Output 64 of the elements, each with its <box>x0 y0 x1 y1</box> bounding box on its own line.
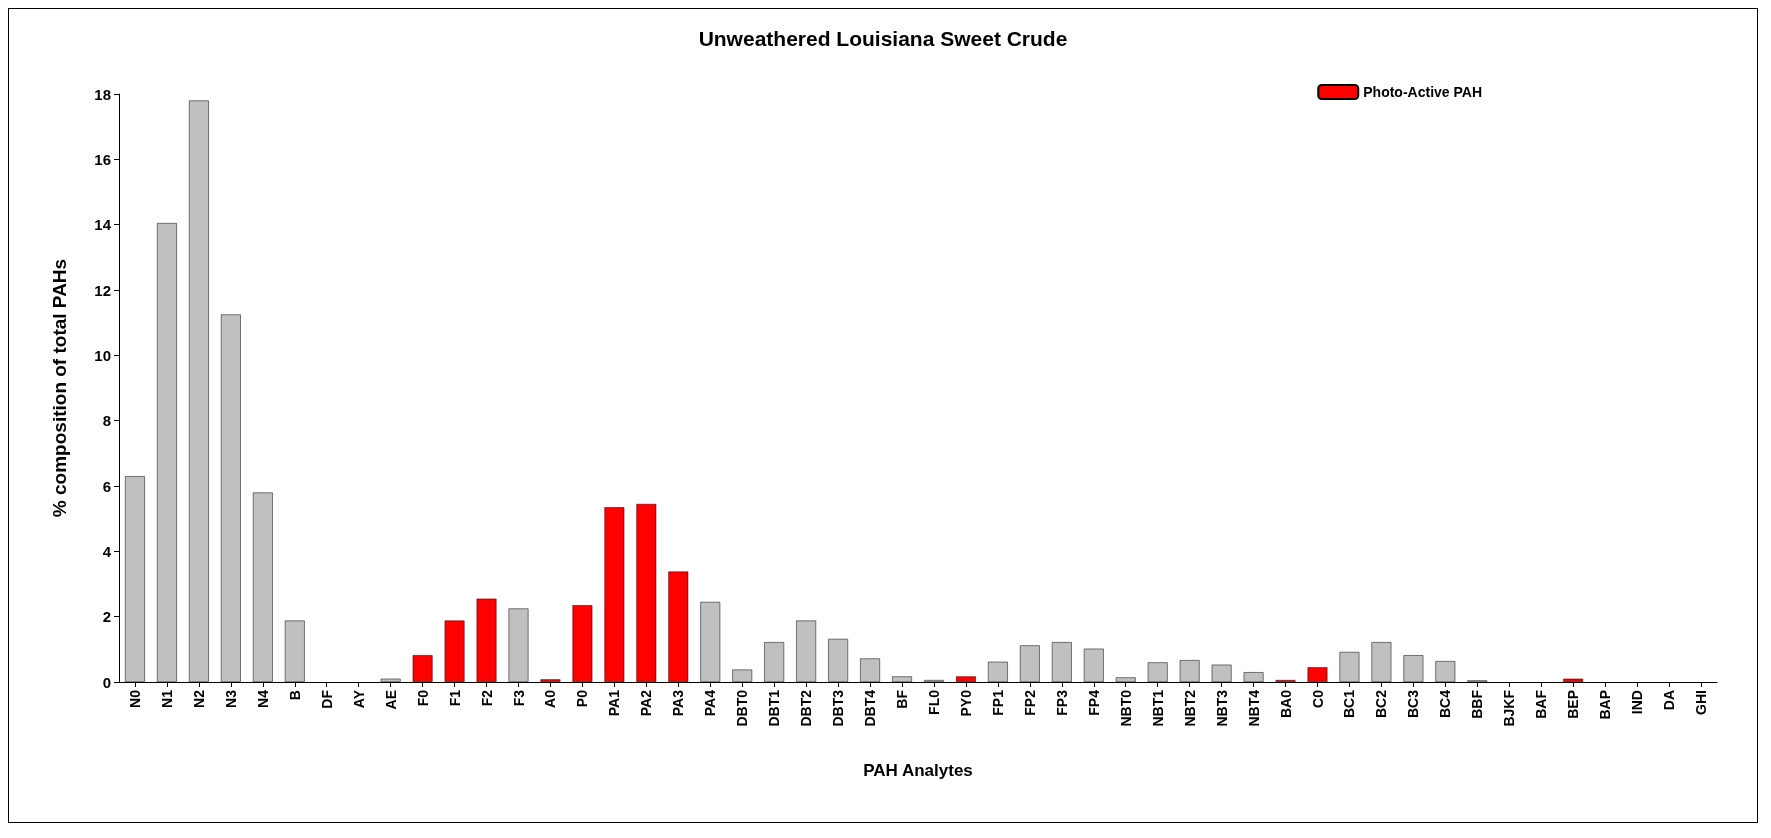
x-tick-label: FP1 <box>989 689 1006 716</box>
x-tick-label: PA1 <box>606 689 623 717</box>
x-tick-label: B <box>286 690 303 701</box>
x-tick-label: BF <box>894 689 911 709</box>
x-tick-label: DA <box>1661 690 1678 711</box>
x-tick-label: PA4 <box>702 689 719 717</box>
x-tick-label: BC3 <box>1405 689 1422 719</box>
y-tick-label: 0 <box>102 673 111 691</box>
x-tick-label: F3 <box>510 689 527 707</box>
x-tick-label: BEP <box>1565 690 1582 719</box>
y-tick-label: 8 <box>102 412 111 430</box>
x-tick-label: BAF <box>1533 689 1550 719</box>
x-tick-label: F0 <box>414 689 431 707</box>
x-tick-label: NBT4 <box>1245 689 1262 727</box>
y-tick-label: 16 <box>94 150 111 168</box>
chart-title: Unweathered Louisiana Sweet Crude <box>698 27 1068 50</box>
x-tick-label: BA0 <box>1277 689 1294 719</box>
x-tick-label: BC2 <box>1373 689 1390 719</box>
y-tick-label: 12 <box>94 281 111 299</box>
y-tick-label: 14 <box>94 216 112 234</box>
x-tick-label: GHI <box>1693 690 1710 715</box>
x-tick-label: NBT0 <box>1117 689 1134 727</box>
y-axis-title: % composition of total PAHs <box>49 258 70 518</box>
x-tick-label: AY <box>350 689 367 709</box>
x-tick-label: FL0 <box>925 689 942 715</box>
x-tick-label: PA2 <box>638 689 655 717</box>
x-tick-label: FP3 <box>1053 689 1070 716</box>
x-tick-label: DBT1 <box>766 689 783 727</box>
x-tick-label: DBT2 <box>798 689 815 727</box>
x-tick-label: C0 <box>1309 689 1326 708</box>
x-tick-label: NBT1 <box>1149 689 1166 727</box>
x-tick-label: BJKF <box>1501 689 1518 727</box>
x-tick-label: BC4 <box>1437 689 1454 719</box>
x-tick-label: F1 <box>446 689 463 707</box>
x-tick-label: DBT0 <box>734 689 751 727</box>
x-tick-label: P0 <box>574 689 591 708</box>
y-tick-label: 4 <box>102 542 112 560</box>
y-tick-label: 6 <box>102 477 111 495</box>
x-tick-label: IND <box>1629 690 1646 715</box>
x-tick-label: A0 <box>542 689 559 708</box>
x-axis-title: PAH Analytes <box>863 761 973 780</box>
x-tick-label: N2 <box>190 689 207 708</box>
x-tick-label: DBT4 <box>862 689 879 727</box>
y-tick-label: 18 <box>94 85 111 103</box>
x-tick-label: BBF <box>1469 689 1486 719</box>
x-tick-label: N4 <box>254 689 271 708</box>
x-tick-label: F2 <box>478 689 495 707</box>
x-tick-label: BC1 <box>1341 689 1358 719</box>
x-tick-label: PY0 <box>957 689 974 717</box>
x-tick-label: N1 <box>158 689 175 708</box>
x-tick-label: PA3 <box>670 689 687 717</box>
x-tick-label: FP4 <box>1085 689 1102 716</box>
x-tick-label: FP2 <box>1021 689 1038 716</box>
x-tick-label: AE <box>382 690 399 710</box>
x-tick-label: N3 <box>222 689 239 708</box>
x-tick-label: NBT3 <box>1213 689 1230 727</box>
x-tick-label: N0 <box>126 689 143 708</box>
y-tick-label: 10 <box>94 346 111 364</box>
x-tick-label: NBT2 <box>1181 689 1198 727</box>
x-tick-label: BAP <box>1597 690 1614 720</box>
x-tick-label: DBT3 <box>830 689 847 727</box>
x-tick-label: DF <box>318 689 335 709</box>
y-tick-label: 2 <box>102 608 111 626</box>
legend-label: Photo-Active PAH <box>1363 84 1482 100</box>
